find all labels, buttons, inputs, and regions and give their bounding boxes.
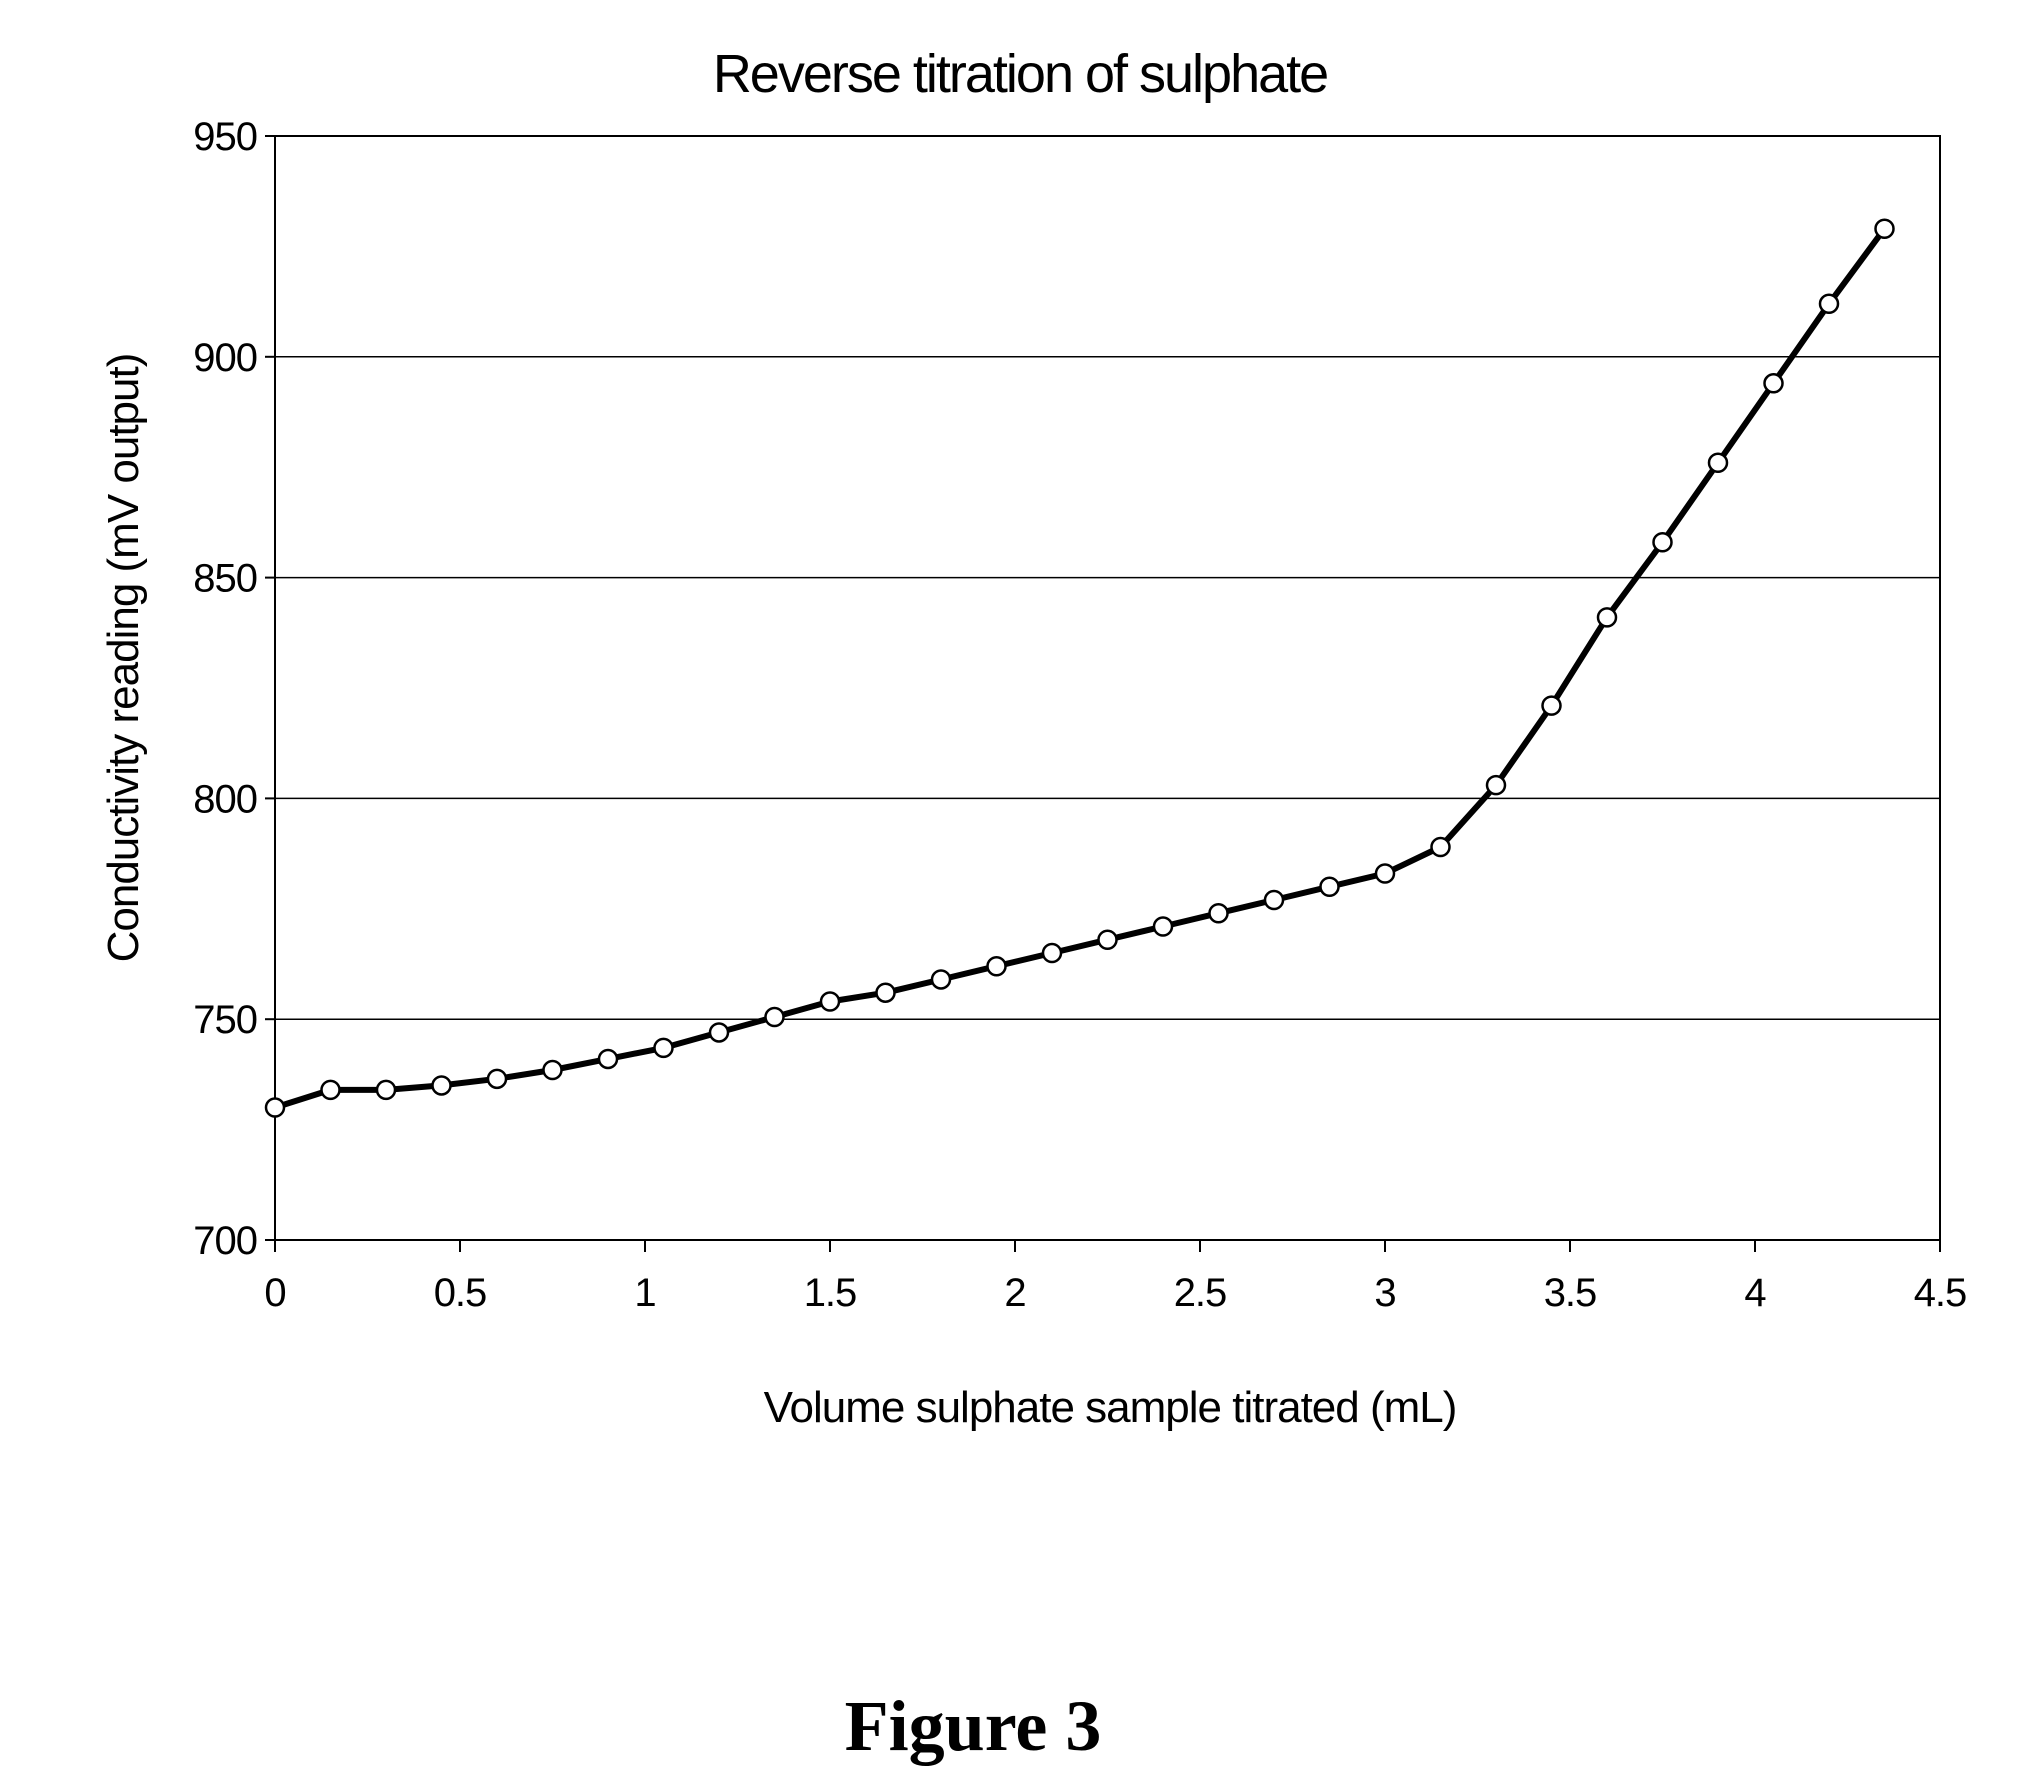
data-point (1097, 929, 1118, 950)
data-point (986, 955, 1007, 977)
series-markers (264, 218, 1895, 1118)
data-point (486, 1068, 508, 1090)
gridlines (275, 356, 1940, 1020)
data-point (1485, 774, 1507, 796)
x-tick-label: 1 (634, 1271, 655, 1315)
y-tick-label: 800 (193, 777, 257, 821)
x-tick-label: 1.5 (804, 1271, 857, 1315)
data-point (431, 1075, 452, 1096)
data-point (542, 1059, 563, 1081)
data-point (764, 1006, 785, 1028)
x-axis-ticks: 0 0.5 1 1.5 2 2.5 3 3.5 4 4.5 (264, 1240, 1967, 1315)
y-tick-label: 700 (193, 1219, 257, 1263)
y-tick-label: 750 (193, 998, 257, 1042)
data-point (320, 1079, 341, 1101)
x-tick-label: 3.5 (1544, 1271, 1597, 1315)
series-line (272, 225, 1888, 1111)
data-point (264, 1097, 286, 1118)
data-point (1541, 695, 1562, 716)
x-tick-label: 0.5 (434, 1271, 487, 1315)
data-point (1430, 836, 1451, 858)
data-point (1152, 916, 1174, 937)
data-point (1041, 942, 1063, 964)
data-point (930, 969, 952, 990)
y-axis-label: Conductivity reading (mV output) (99, 354, 148, 963)
x-tick-label: 2.5 (1174, 1271, 1227, 1315)
y-tick-label: 900 (193, 336, 257, 380)
data-point (375, 1079, 397, 1101)
data-point (653, 1037, 674, 1059)
data-point (1374, 863, 1396, 884)
x-tick-label: 4 (1744, 1271, 1766, 1315)
data-point (1818, 293, 1840, 315)
data-point (1763, 373, 1784, 394)
y-tick-label: 850 (193, 557, 257, 601)
chart-title: Reverse titration of sulphate (713, 44, 1327, 104)
data-point (875, 982, 896, 1003)
data-point (1596, 607, 1618, 628)
data-point (597, 1048, 619, 1070)
data-point (1208, 902, 1229, 924)
data-point (1707, 452, 1729, 474)
data-point (1874, 218, 1895, 239)
figure-caption: Figure 3 (845, 1686, 1102, 1766)
x-tick-label: 3 (1374, 1271, 1395, 1315)
data-point (1263, 889, 1285, 911)
data-point (1319, 876, 1340, 897)
data-point (819, 991, 841, 1012)
y-tick-label: 950 (193, 115, 257, 159)
x-tick-label: 0 (264, 1271, 285, 1315)
plot-area-border (274, 135, 1941, 1241)
x-tick-label: 4.5 (1914, 1271, 1967, 1315)
y-axis-ticks: 700 750 800 850 900 950 (193, 115, 275, 1263)
data-point (708, 1022, 730, 1043)
data-point (1652, 532, 1673, 553)
x-tick-label: 2 (1004, 1271, 1025, 1315)
x-axis-label: Volume sulphate sample titrated (mL) (764, 1383, 1457, 1432)
